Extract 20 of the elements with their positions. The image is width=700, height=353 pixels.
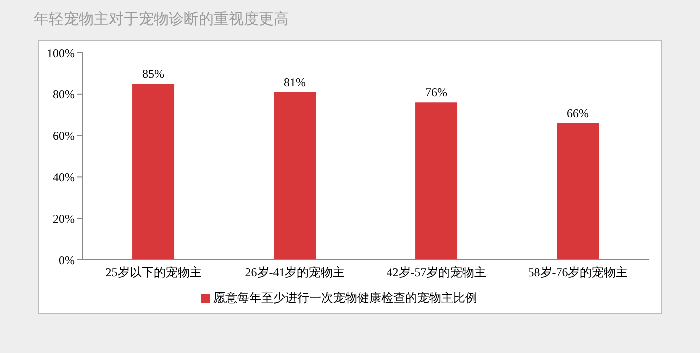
data-label: 76% xyxy=(426,86,448,100)
data-label: 85% xyxy=(142,67,165,82)
x-tick-label: 42岁-57岁的宠物主 xyxy=(386,266,487,280)
x-tick-label: 26岁-41岁的宠物主 xyxy=(245,266,346,280)
y-tick-label: 80% xyxy=(53,88,75,102)
x-tick-label: 58岁-76岁的宠物主 xyxy=(528,266,628,280)
chart-title: 年轻宠物主对于宠物诊断的重视度更高 xyxy=(34,10,289,29)
y-tick-label: 60% xyxy=(53,129,75,144)
y-tick-label: 20% xyxy=(53,212,75,226)
bar xyxy=(274,92,316,260)
bar xyxy=(557,123,600,260)
data-label: 66% xyxy=(567,106,590,120)
bar xyxy=(416,102,458,260)
y-tick-label: 40% xyxy=(53,170,75,184)
data-label: 81% xyxy=(284,75,306,90)
legend-label: 愿意每年至少进行一次宠物健康检查的宠物主比例 xyxy=(214,291,478,305)
bar xyxy=(132,84,175,260)
y-tick-label: 100% xyxy=(47,46,75,60)
x-tick-label: 25岁以下的宠物主 xyxy=(106,266,202,280)
y-tick-label: 0% xyxy=(59,253,75,268)
